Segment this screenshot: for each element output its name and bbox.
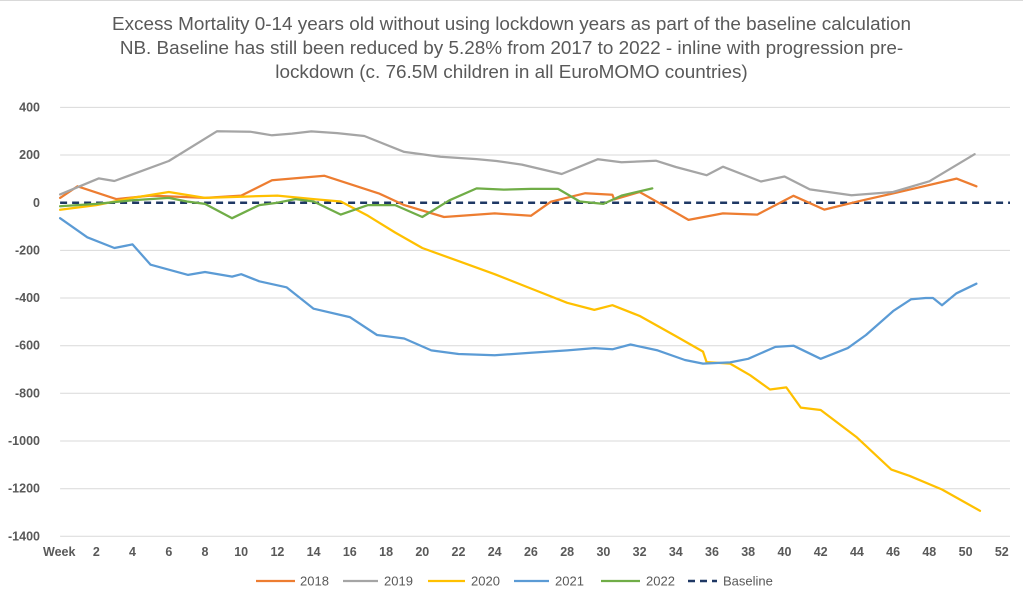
svg-text:-1000: -1000	[8, 434, 40, 448]
svg-text:2021: 2021	[555, 574, 584, 589]
svg-text:2018: 2018	[300, 574, 329, 589]
svg-text:-1200: -1200	[8, 482, 40, 496]
svg-text:-800: -800	[15, 386, 40, 400]
svg-text:30: 30	[596, 545, 610, 559]
svg-text:-600: -600	[15, 339, 40, 353]
svg-text:52: 52	[995, 545, 1009, 559]
svg-text:2019: 2019	[384, 574, 413, 589]
svg-text:14: 14	[307, 545, 321, 559]
svg-text:38: 38	[741, 545, 755, 559]
svg-text:10: 10	[234, 545, 248, 559]
svg-text:-400: -400	[15, 291, 40, 305]
svg-text:-1400: -1400	[8, 529, 40, 543]
svg-text:-200: -200	[15, 243, 40, 257]
svg-text:2020: 2020	[471, 574, 500, 589]
svg-text:12: 12	[270, 545, 284, 559]
svg-text:44: 44	[850, 545, 864, 559]
svg-text:50: 50	[959, 545, 973, 559]
svg-text:2022: 2022	[646, 574, 675, 589]
svg-text:24: 24	[488, 545, 502, 559]
svg-text:18: 18	[379, 545, 393, 559]
svg-text:32: 32	[633, 545, 647, 559]
svg-text:46: 46	[886, 545, 900, 559]
svg-text:6: 6	[165, 545, 172, 559]
svg-text:2: 2	[93, 545, 100, 559]
svg-text:Week: Week	[43, 545, 75, 559]
svg-text:0: 0	[33, 196, 40, 210]
svg-text:16: 16	[343, 545, 357, 559]
svg-text:8: 8	[202, 545, 209, 559]
svg-text:48: 48	[922, 545, 936, 559]
svg-text:200: 200	[19, 148, 40, 162]
svg-text:400: 400	[19, 101, 40, 115]
svg-text:40: 40	[778, 545, 792, 559]
svg-text:22: 22	[452, 545, 466, 559]
svg-text:28: 28	[560, 545, 574, 559]
svg-text:20: 20	[415, 545, 429, 559]
svg-text:Baseline: Baseline	[723, 574, 773, 589]
svg-text:42: 42	[814, 545, 828, 559]
svg-text:26: 26	[524, 545, 538, 559]
svg-text:34: 34	[669, 545, 683, 559]
svg-text:4: 4	[129, 545, 136, 559]
svg-text:36: 36	[705, 545, 719, 559]
